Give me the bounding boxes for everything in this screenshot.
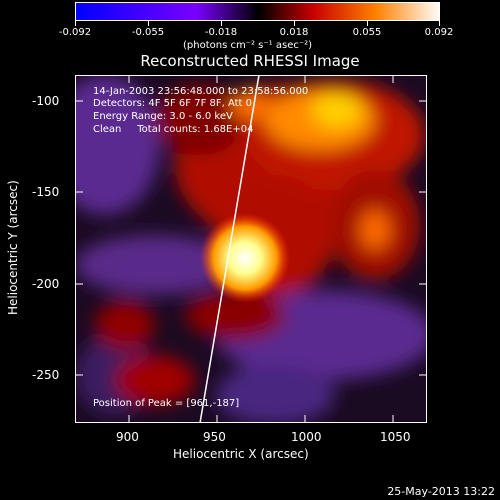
colorbar-label: 0.092 [424,27,454,38]
y-tick-label: -200 [32,277,60,291]
y-tick-label: -250 [32,368,60,382]
time-range-text: 14-Jan-2003 23:56:48.000 to 23:58:56.000 [93,86,309,97]
peak-position-text: Position of Peak = [961,-187] [93,398,240,409]
x-tick-label: 950 [203,430,226,444]
colorbar-tick [367,21,368,26]
colorbar-tick [75,21,76,26]
colorbar-tick [294,21,295,26]
colorbar-tick [439,21,440,26]
page-title: Reconstructed RHESSI Image [140,52,360,70]
rhessi-image [75,75,427,423]
solar-limb [199,75,260,423]
x-tick-label: 1050 [380,430,411,444]
x-tick-label: 900 [116,430,139,444]
colorbar-tick [221,21,222,26]
y-axis-label: Heliocentric Y (arcsec) [6,180,20,315]
energy-range-text: Energy Range: 3.0 - 6.0 keV [93,111,233,122]
clean-counts-text: Clean Total counts: 1.68E+04 [93,124,254,135]
colorbar-label: -0.018 [204,27,238,38]
y-tick-label: -100 [32,94,60,108]
colorbar-label: -0.055 [131,27,165,38]
colorbar-tick [148,21,149,26]
colorbar-label: 0.055 [352,27,382,38]
colorbar-label: 0.018 [279,27,309,38]
x-tick-label: 1000 [291,430,322,444]
colorbar [75,2,440,21]
x-axis-label: Heliocentric X (arcsec) [173,447,309,461]
y-tick-label: -150 [32,185,60,199]
colorbar-label: -0.092 [58,27,92,38]
colorbar-units: (photons cm⁻² s⁻¹ asec⁻²) [183,40,313,51]
detectors-text: Detectors: 4F 5F 6F 7F 8F, Att 0 [93,98,253,109]
timestamp: 25-May-2013 13:22 [387,485,495,498]
